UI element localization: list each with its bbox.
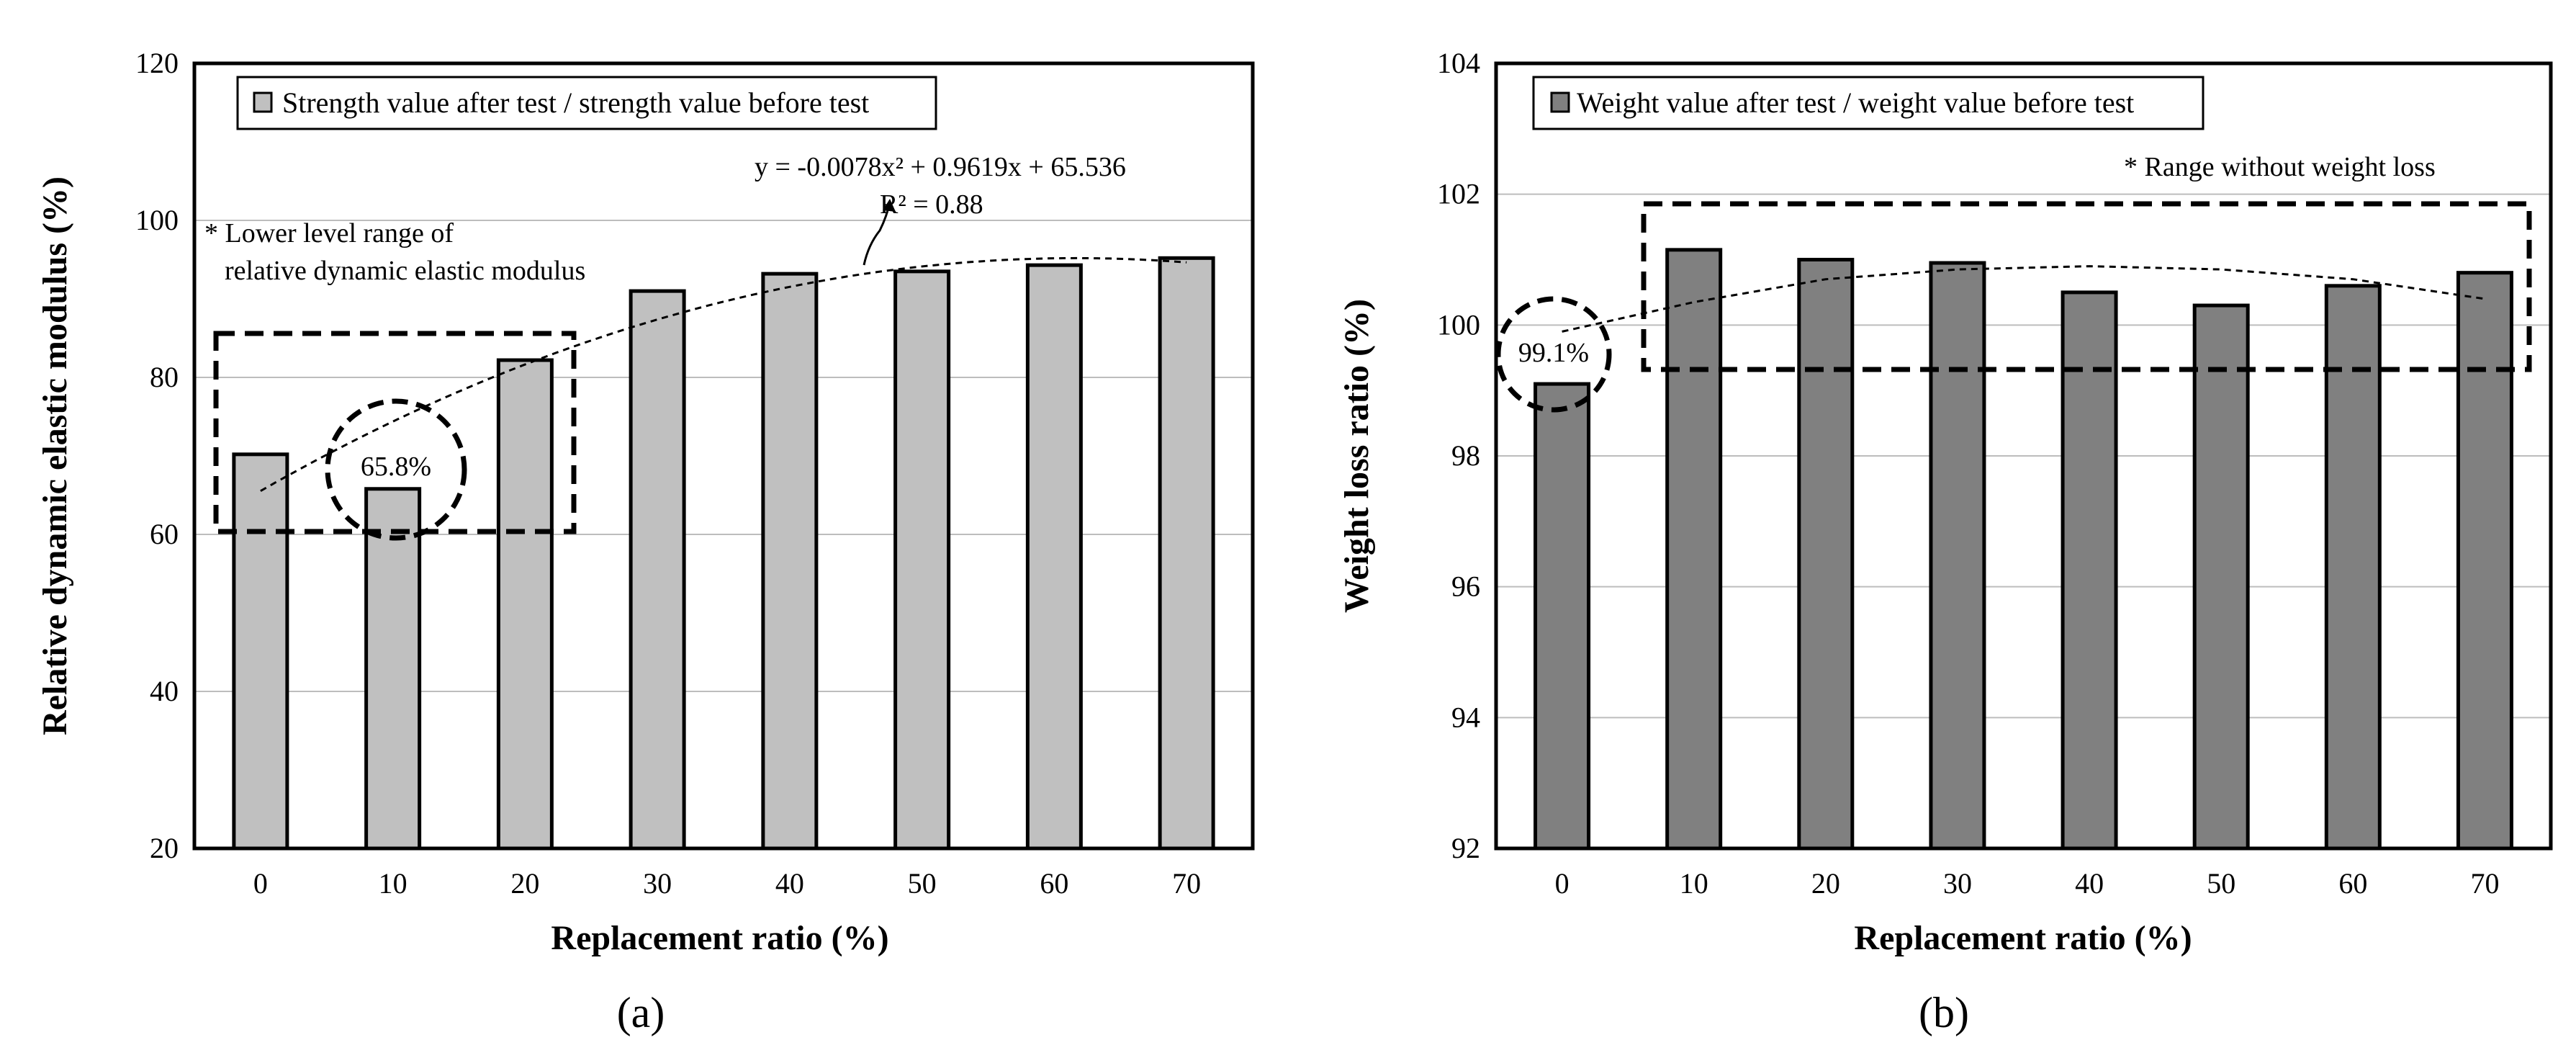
bar [2456, 271, 2513, 851]
y-tick-label: 80 [150, 361, 179, 393]
bar [2061, 290, 2118, 851]
y-tick-label: 104 [1437, 47, 1480, 79]
chart-panel-b: 92 94 96 98 100 102 104 0 10 20 30 40 50 60 70 Weight… [1338, 47, 2553, 1036]
chart-panel-a: 20 40 60 80 100 120 0 10 20 30 40 50 60 70 Strength … [36, 47, 1255, 1036]
highlight-label: 99.1% [1518, 338, 1589, 368]
range-note-line2: relative dynamic elastic modulus [225, 256, 585, 286]
y-tick-label: 92 [1451, 832, 1480, 864]
x-tick-label: 30 [1943, 867, 1972, 900]
bar-series [1534, 248, 2513, 851]
bar [1534, 382, 1591, 851]
x-tick-label: 30 [643, 867, 672, 900]
y-tick-label: 60 [150, 518, 179, 550]
panel-label-b: (b) [1919, 989, 1969, 1036]
gridlines [194, 220, 1253, 692]
x-tick-label: 40 [2075, 867, 2104, 900]
no-weight-loss-range-box [1641, 201, 2532, 372]
bar [364, 487, 422, 851]
x-tick-label: 70 [1172, 867, 1201, 900]
bar [1025, 263, 1083, 851]
plot-area-frame [1494, 61, 2553, 851]
x-tick-label: 40 [775, 867, 804, 900]
range-note-line1: * Lower level range of [204, 218, 454, 248]
x-axis-title: Replacement ratio (%) [1854, 919, 2192, 957]
trendline [1562, 265, 2485, 333]
legend-box [236, 76, 937, 130]
legend-box [1532, 76, 2205, 130]
x-tick-label: 10 [1680, 867, 1708, 900]
x-tick-label: 10 [379, 867, 407, 900]
x-tick-labels: 0 10 20 30 40 50 60 70 [253, 867, 1201, 900]
y-tick-label: 120 [135, 47, 179, 79]
bar [2192, 303, 2250, 851]
bar [1797, 258, 1855, 851]
trend-equation: y = -0.0078x² + 0.9619x + 65.536 [755, 152, 1126, 182]
bar [232, 452, 289, 851]
y-tick-label: 100 [135, 204, 179, 236]
highlight-label: 65.8% [361, 452, 431, 482]
x-tick-label: 0 [253, 867, 268, 900]
x-tick-label: 50 [2207, 867, 2235, 900]
gridlines [1496, 193, 2551, 719]
y-tick-label: 96 [1451, 570, 1480, 603]
x-tick-label: 60 [2338, 867, 2367, 900]
bar [1929, 261, 1986, 851]
legend: Weight value after test / weight value b… [1532, 76, 2205, 130]
bar [1158, 256, 1215, 851]
x-tick-label: 20 [1811, 867, 1840, 900]
trend-r2: R² = 0.88 [880, 189, 983, 220]
legend: Strength value after test / strength val… [236, 76, 937, 130]
highlight-circle [325, 398, 467, 541]
y-tick-label: 98 [1451, 439, 1480, 472]
x-tick-label: 60 [1040, 867, 1068, 900]
x-tick-label: 50 [908, 867, 937, 900]
y-tick-label: 40 [150, 675, 179, 707]
x-tick-labels: 0 10 20 30 40 50 60 70 [1555, 867, 2500, 900]
bar [761, 272, 819, 851]
x-tick-label: 0 [1555, 867, 1570, 900]
range-note: * Range without weight loss [2124, 152, 2436, 182]
x-axis-title: Replacement ratio (%) [551, 919, 888, 957]
legend-swatch [253, 91, 273, 113]
bar [893, 269, 951, 851]
bar [2324, 284, 2382, 851]
bar [629, 289, 686, 851]
bar [496, 358, 554, 851]
trendline [260, 256, 1187, 493]
y-tick-labels: 20 40 60 80 100 120 [135, 47, 179, 864]
lower-level-range-box [213, 331, 577, 534]
highlight-circle [1495, 296, 1612, 413]
y-tick-labels: 92 94 96 98 100 102 104 [1437, 47, 1480, 864]
y-axis-title: Relative dynamic elastic modulus (%) [36, 176, 74, 735]
legend-label: Weight value after test / weight value b… [1577, 86, 2134, 119]
y-tick-label: 94 [1451, 701, 1480, 733]
y-axis-title: Weight loss ratio (%) [1338, 299, 1376, 613]
y-tick-label: 102 [1437, 178, 1480, 210]
y-tick-label: 100 [1437, 308, 1480, 341]
legend-label: Strength value after test / strength val… [282, 86, 869, 119]
legend-swatch [1550, 91, 1570, 113]
y-tick-label: 20 [150, 832, 179, 864]
bar [1665, 248, 1723, 851]
x-tick-label: 70 [2470, 867, 2499, 900]
bar-series [232, 256, 1215, 851]
arrow-head [883, 199, 896, 212]
x-tick-label: 20 [510, 867, 539, 900]
plot-area-frame [192, 61, 1255, 851]
panel-label-a: (a) [617, 989, 665, 1036]
